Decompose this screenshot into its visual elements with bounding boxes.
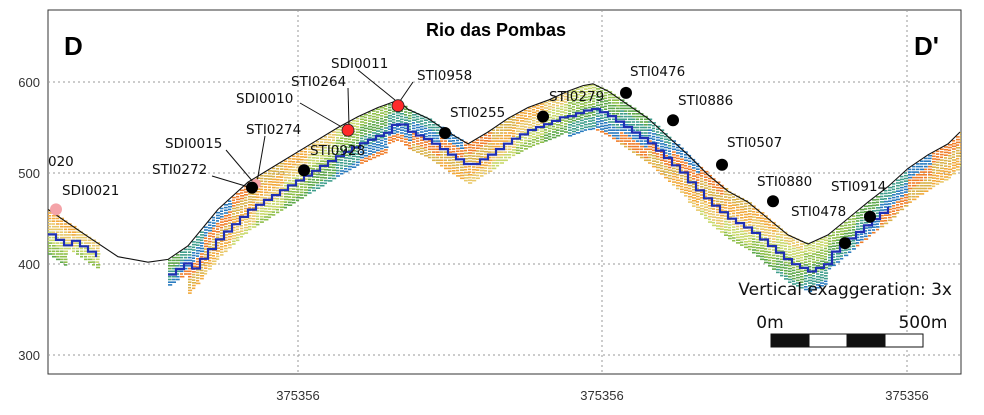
x-tick-label: 375356	[580, 388, 623, 403]
vertical-exaggeration-note: Vertical exaggeration: 3x	[738, 280, 952, 300]
borehole-marker	[537, 110, 549, 123]
x-tick-label: 375356	[276, 388, 319, 403]
borehole-label: SDI0011	[331, 56, 388, 72]
y-tick-label: 400	[18, 257, 40, 272]
borehole-marker	[667, 114, 679, 127]
borehole-marker	[298, 164, 310, 177]
chart-title: Rio das Pombas	[426, 20, 566, 40]
borehole-label: STI0880	[757, 174, 812, 190]
y-tick-label: 300	[18, 348, 40, 363]
borehole-label: STI0507	[727, 135, 782, 151]
borehole-label: STI0272	[152, 162, 207, 178]
borehole-label: STI0279	[549, 89, 604, 105]
scale-bar-end-label: 500m	[898, 313, 947, 333]
label-leaders	[211, 69, 414, 189]
y-tick-label: 500	[18, 166, 40, 181]
y-tick-label: 600	[18, 75, 40, 90]
borehole-label: STI0476	[630, 64, 685, 80]
borehole-label: STI0958	[417, 68, 472, 84]
borehole-label: STI0914	[831, 179, 886, 195]
x-tick-label: 375356	[885, 388, 928, 403]
borehole-marker	[716, 158, 728, 171]
borehole-marker	[439, 127, 451, 139]
borehole-marker	[767, 195, 779, 208]
drilling-bottom-line	[48, 107, 890, 276]
borehole-marker	[50, 203, 62, 216]
section-start-label: D	[64, 31, 83, 61]
terrain-profile-line	[48, 83, 961, 263]
plot-area	[47, 9, 962, 375]
borehole-label: STI0478	[791, 204, 846, 220]
clipped-borehole-label: 020	[48, 154, 74, 170]
borehole-markers	[50, 86, 876, 250]
section-end-label: D'	[914, 31, 939, 61]
borehole-label: SDI0021	[62, 183, 119, 199]
borehole-marker	[246, 181, 258, 194]
borehole-label: STI0928	[310, 143, 365, 159]
y-axis-labels: 600 500 400 300	[18, 75, 40, 363]
borehole-label: SDI0010	[236, 91, 293, 107]
borehole-marker	[864, 210, 876, 223]
borehole-label: STI0274	[246, 122, 301, 138]
borehole-label: SDI0015	[165, 136, 222, 152]
borehole-label: STI0264	[291, 74, 346, 90]
borehole-labels: SDI0021 SDI0015 STI0272 STI0274 SDI0010 …	[62, 56, 886, 220]
borehole-marker	[839, 237, 851, 250]
borehole-marker	[341, 123, 355, 137]
borehole-marker	[620, 86, 632, 99]
borehole-marker	[391, 99, 405, 113]
scale-bar-start-label: 0m	[756, 313, 783, 333]
borehole-label: STI0886	[678, 93, 733, 109]
scale-bar	[770, 333, 924, 348]
borehole-label: STI0255	[450, 105, 505, 121]
x-axis-labels: 375356 375356 375356	[276, 388, 928, 403]
